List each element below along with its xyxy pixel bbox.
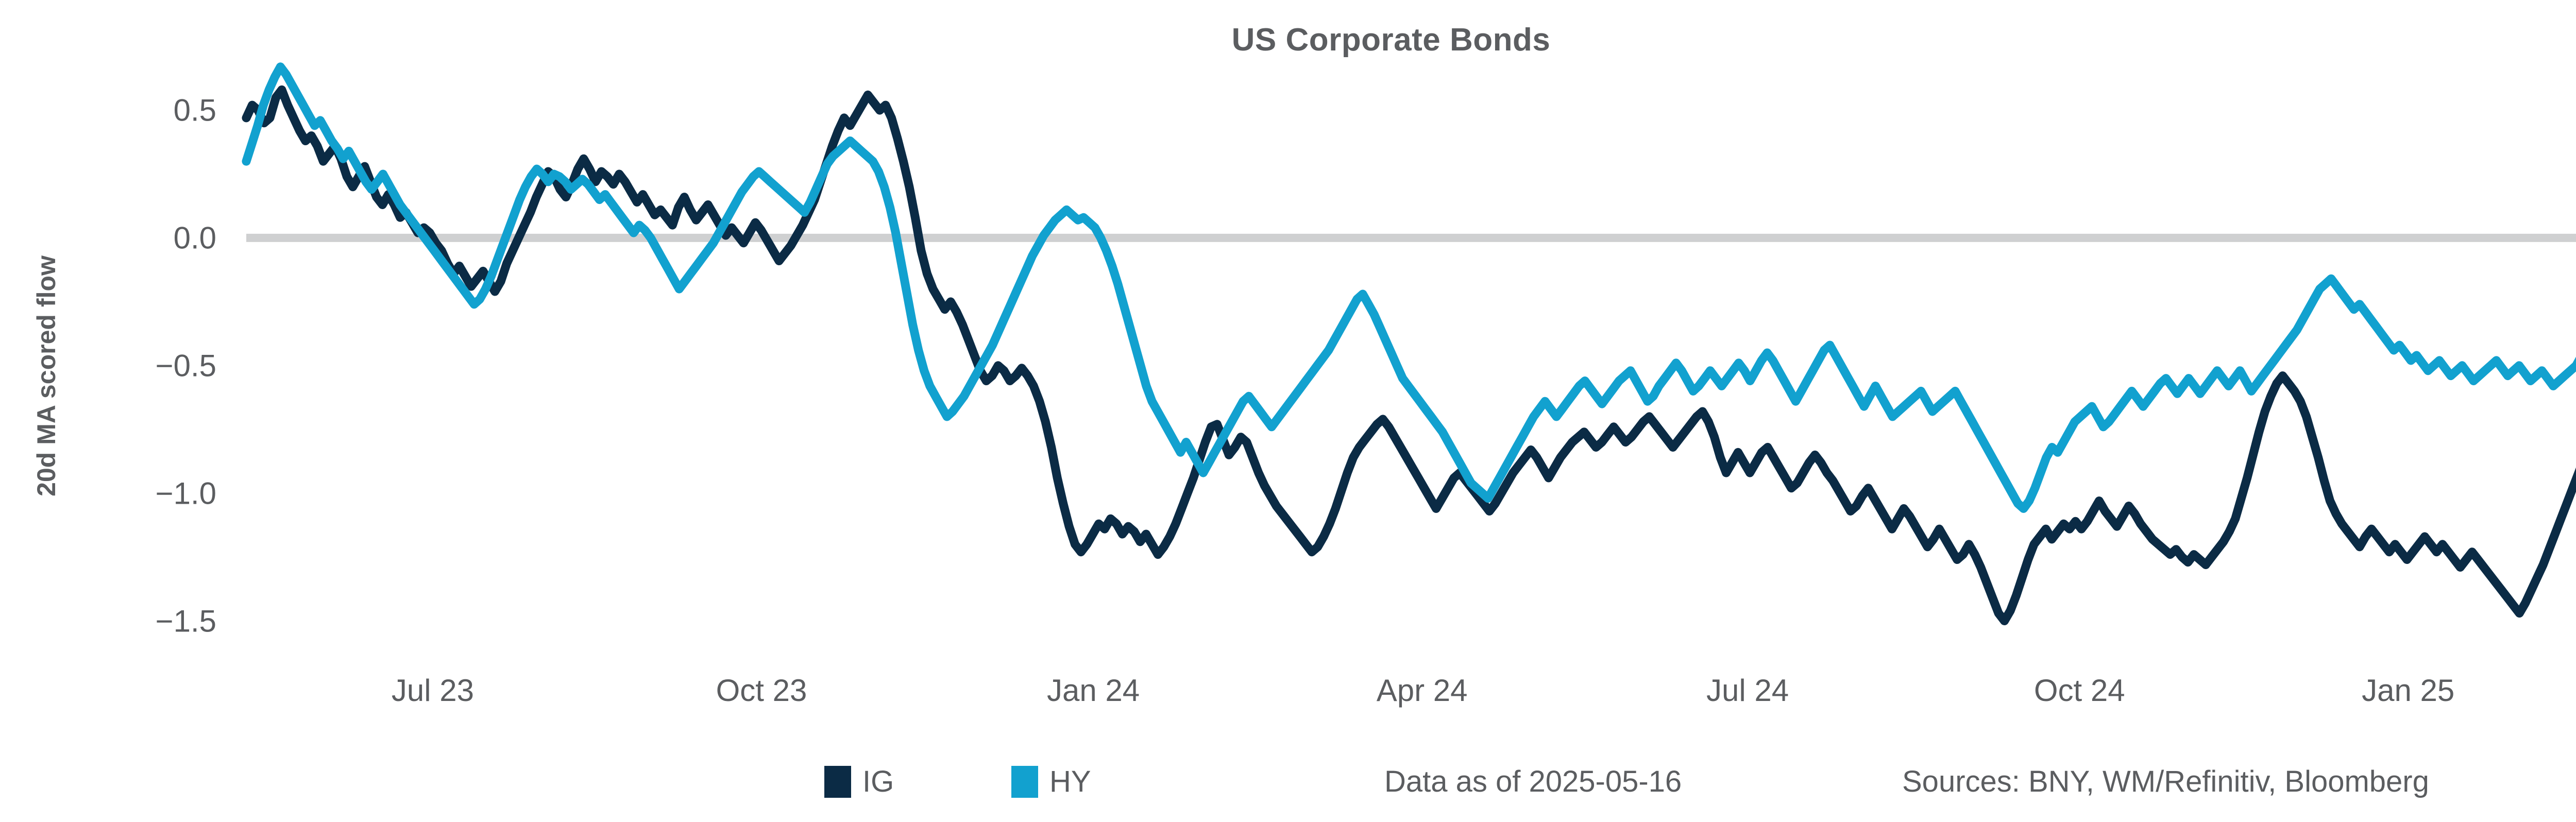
legend-label-ig: IG bbox=[862, 765, 894, 798]
data-as-of-note: Data as of 2025-05-16 bbox=[1384, 765, 1682, 798]
legend-swatch-ig bbox=[824, 766, 851, 798]
legend: IG HY bbox=[0, 761, 2576, 802]
x-tick-label: Oct 24 bbox=[2033, 673, 2125, 708]
legend-item-hy[interactable]: HY bbox=[1011, 761, 1091, 802]
x-tick-label: Jul 23 bbox=[391, 673, 474, 708]
y-tick-label: −1.5 bbox=[155, 604, 216, 638]
line-series-ig bbox=[242, 85, 2576, 625]
x-tick-label: Jan 24 bbox=[1047, 673, 1140, 708]
legend-item-ig[interactable]: IG bbox=[824, 761, 894, 802]
line-series-hy bbox=[242, 62, 2576, 513]
x-tick-label: Oct 23 bbox=[716, 673, 807, 708]
x-tick-label: Jan 25 bbox=[2362, 673, 2455, 708]
x-tick-label: Jul 24 bbox=[1706, 673, 1789, 708]
y-axis-ticks: 0.5 0.0 −0.5 −1.0 −1.5 bbox=[0, 0, 216, 822]
y-tick-label: 0.5 bbox=[173, 93, 216, 128]
legend-swatch-hy bbox=[1011, 766, 1038, 798]
y-tick-label: −1.0 bbox=[155, 476, 216, 511]
y-tick-label: 0.0 bbox=[173, 220, 216, 255]
page-title: US Corporate Bonds bbox=[1231, 22, 1551, 58]
x-tick-label: Apr 24 bbox=[1376, 673, 1468, 708]
legend-label-hy: HY bbox=[1049, 765, 1091, 798]
y-tick-label: −0.5 bbox=[155, 348, 216, 383]
sources-note: Sources: BNY, WM/Refinitiv, Bloomberg bbox=[1902, 765, 2429, 798]
